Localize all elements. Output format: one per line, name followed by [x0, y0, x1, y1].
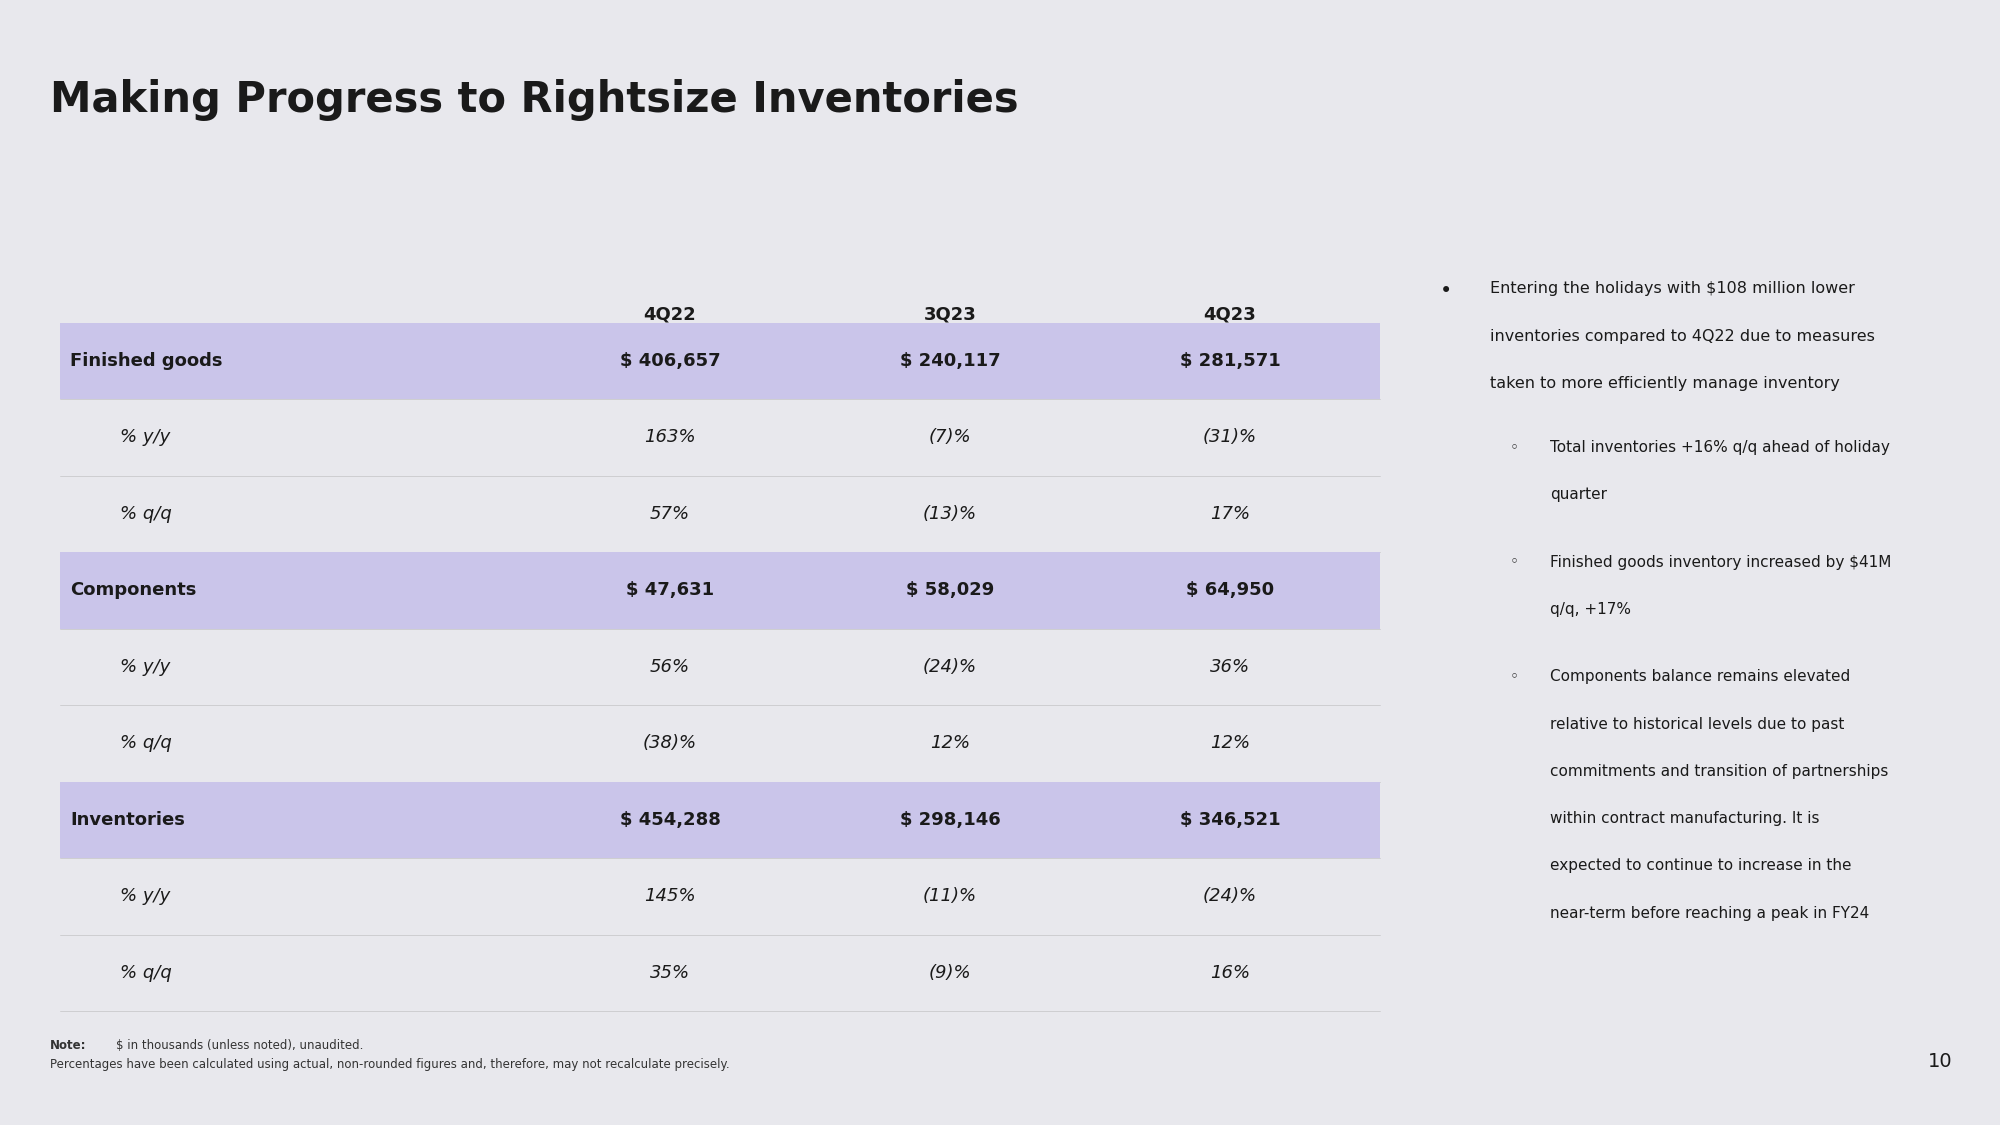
- Text: $ 406,657: $ 406,657: [620, 352, 720, 370]
- Text: $ 240,117: $ 240,117: [900, 352, 1000, 370]
- Text: 17%: 17%: [1210, 505, 1250, 523]
- Text: % q/q: % q/q: [120, 505, 172, 523]
- Text: (38)%: (38)%: [642, 735, 698, 753]
- Text: commitments and transition of partnerships: commitments and transition of partnershi…: [1550, 764, 1888, 778]
- Text: $ 298,146: $ 298,146: [900, 811, 1000, 829]
- Text: % y/y: % y/y: [120, 658, 170, 676]
- Text: •: •: [1440, 281, 1452, 302]
- Text: $ 47,631: $ 47,631: [626, 582, 714, 600]
- Text: 3Q23: 3Q23: [924, 306, 976, 324]
- Text: Total inventories +16% q/q ahead of holiday: Total inventories +16% q/q ahead of holi…: [1550, 440, 1890, 454]
- Text: taken to more efficiently manage inventory: taken to more efficiently manage invento…: [1490, 376, 1840, 390]
- Text: near-term before reaching a peak in FY24: near-term before reaching a peak in FY24: [1550, 906, 1870, 920]
- Text: expected to continue to increase in the: expected to continue to increase in the: [1550, 858, 1852, 873]
- Text: within contract manufacturing. It is: within contract manufacturing. It is: [1550, 811, 1820, 826]
- Text: 163%: 163%: [644, 429, 696, 447]
- Text: q/q, +17%: q/q, +17%: [1550, 602, 1632, 616]
- Text: 145%: 145%: [644, 888, 696, 906]
- Text: inventories compared to 4Q22 due to measures: inventories compared to 4Q22 due to meas…: [1490, 328, 1874, 343]
- FancyBboxPatch shape: [60, 552, 1380, 629]
- Text: (9)%: (9)%: [928, 964, 972, 982]
- Text: Components balance remains elevated: Components balance remains elevated: [1550, 669, 1850, 684]
- Text: $ in thousands (unless noted), unaudited.: $ in thousands (unless noted), unaudited…: [116, 1038, 364, 1052]
- Text: quarter: quarter: [1550, 487, 1608, 502]
- Text: Entering the holidays with $108 million lower: Entering the holidays with $108 million …: [1490, 281, 1854, 296]
- Text: $ 454,288: $ 454,288: [620, 811, 720, 829]
- Text: % y/y: % y/y: [120, 429, 170, 447]
- Text: Percentages have been calculated using actual, non-rounded figures and, therefor: Percentages have been calculated using a…: [50, 1058, 730, 1071]
- Text: $ 58,029: $ 58,029: [906, 582, 994, 600]
- Text: Finished goods: Finished goods: [70, 352, 222, 370]
- Text: 16%: 16%: [1210, 964, 1250, 982]
- Text: 36%: 36%: [1210, 658, 1250, 676]
- Text: ◦: ◦: [1510, 440, 1520, 454]
- Text: 10: 10: [1928, 1052, 1952, 1071]
- Text: Note:: Note:: [50, 1038, 86, 1052]
- Text: Components: Components: [70, 582, 196, 600]
- Text: ◦: ◦: [1510, 555, 1520, 569]
- Text: $ 346,521: $ 346,521: [1180, 811, 1280, 829]
- Text: Inventories: Inventories: [70, 811, 184, 829]
- Text: 12%: 12%: [1210, 735, 1250, 753]
- Text: 12%: 12%: [930, 735, 970, 753]
- Text: relative to historical levels due to past: relative to historical levels due to pas…: [1550, 717, 1844, 731]
- Text: (31)%: (31)%: [1202, 429, 1258, 447]
- Text: 56%: 56%: [650, 658, 690, 676]
- Text: ◦: ◦: [1510, 669, 1520, 684]
- Text: % y/y: % y/y: [120, 888, 170, 906]
- Text: % q/q: % q/q: [120, 735, 172, 753]
- Text: % q/q: % q/q: [120, 964, 172, 982]
- Text: 4Q23: 4Q23: [1204, 306, 1256, 324]
- Text: Making Progress to Rightsize Inventories: Making Progress to Rightsize Inventories: [50, 79, 1018, 120]
- Text: (7)%: (7)%: [928, 429, 972, 447]
- Text: 4Q22: 4Q22: [644, 306, 696, 324]
- Text: (13)%: (13)%: [922, 505, 978, 523]
- Text: 57%: 57%: [650, 505, 690, 523]
- Text: (24)%: (24)%: [922, 658, 978, 676]
- Text: 35%: 35%: [650, 964, 690, 982]
- Text: (24)%: (24)%: [1202, 888, 1258, 906]
- Text: $ 281,571: $ 281,571: [1180, 352, 1280, 370]
- Text: Finished goods inventory increased by $41M: Finished goods inventory increased by $4…: [1550, 555, 1892, 569]
- Text: $ 64,950: $ 64,950: [1186, 582, 1274, 600]
- FancyBboxPatch shape: [60, 782, 1380, 858]
- FancyBboxPatch shape: [60, 323, 1380, 399]
- Text: (11)%: (11)%: [922, 888, 978, 906]
